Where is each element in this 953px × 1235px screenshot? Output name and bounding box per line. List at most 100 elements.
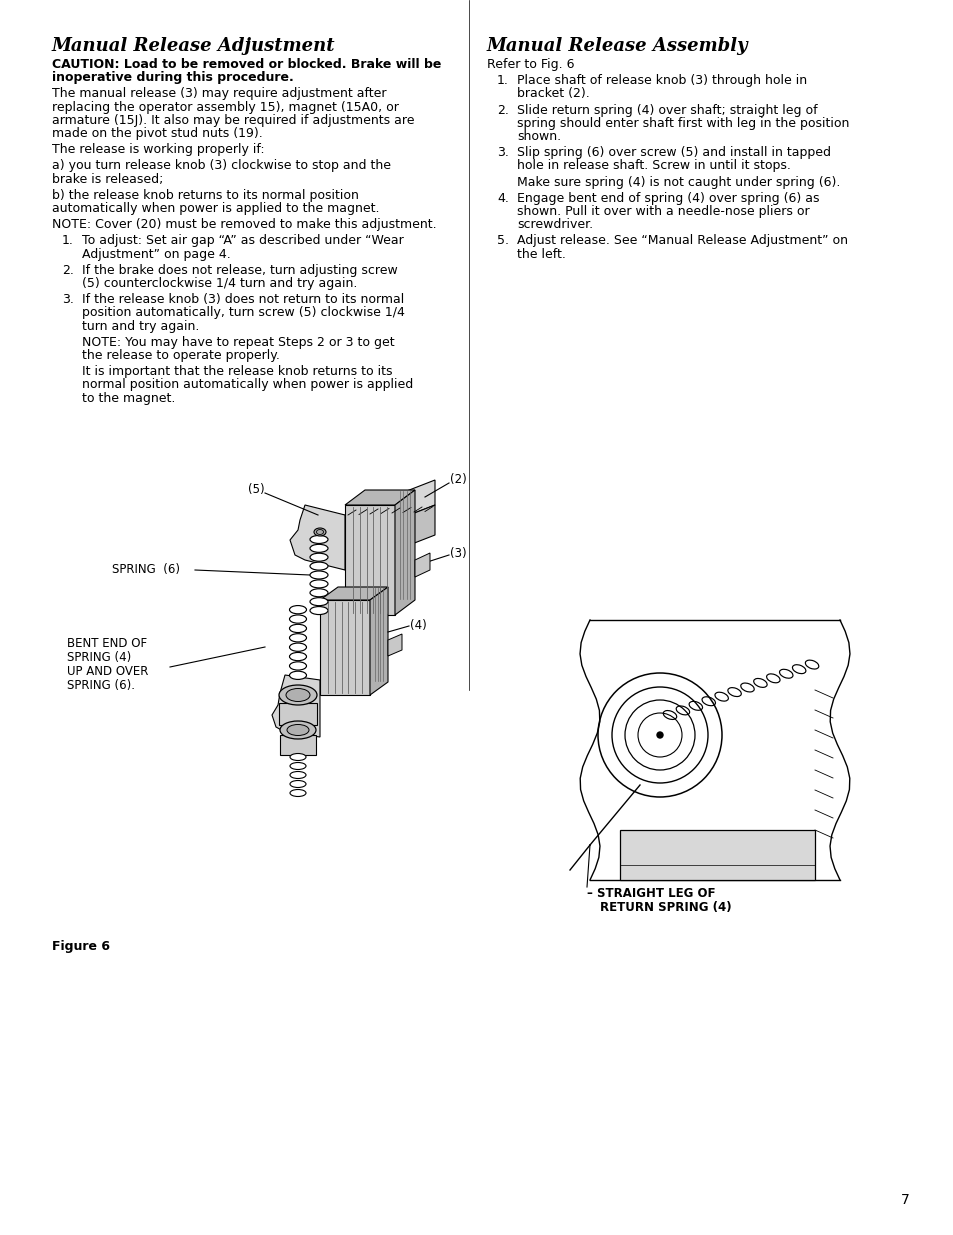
Ellipse shape [310,536,328,543]
Ellipse shape [289,615,306,624]
Ellipse shape [290,753,306,761]
Ellipse shape [688,701,701,710]
Text: Adjustment” on page 4.: Adjustment” on page 4. [82,247,231,261]
Text: inoperative during this procedure.: inoperative during this procedure. [52,72,294,84]
Ellipse shape [280,721,315,739]
Text: 2.: 2. [62,264,74,277]
Bar [599,621,829,879]
Text: Slide return spring (4) over shaft; straight leg of: Slide return spring (4) over shaft; stra… [517,104,817,116]
Ellipse shape [714,692,728,701]
Ellipse shape [310,571,328,579]
Ellipse shape [804,661,818,669]
Text: 3.: 3. [497,146,509,159]
Text: the left.: the left. [517,247,565,261]
Ellipse shape [727,688,740,697]
Text: If the brake does not release, turn adjusting screw: If the brake does not release, turn adju… [82,264,397,277]
Text: replacing the operator assembly 15), magnet (15A0, or: replacing the operator assembly 15), mag… [52,100,398,114]
Ellipse shape [779,669,792,678]
Circle shape [657,732,662,739]
Text: normal position automatically when power is applied: normal position automatically when power… [82,378,413,391]
Text: Refer to Fig. 6: Refer to Fig. 6 [486,58,574,70]
Text: Manual Release Assembly: Manual Release Assembly [486,37,748,56]
Ellipse shape [289,652,306,661]
Polygon shape [290,505,345,571]
Text: To adjust: Set air gap “A” as described under “Wear: To adjust: Set air gap “A” as described … [82,235,403,247]
Polygon shape [345,490,415,505]
Ellipse shape [676,706,689,715]
Text: 5.: 5. [497,235,509,247]
Polygon shape [345,480,435,540]
Text: Adjust release. See “Manual Release Adjustment” on: Adjust release. See “Manual Release Adju… [517,235,847,247]
FancyBboxPatch shape [280,735,315,755]
Text: Engage bent end of spring (4) over spring (6) as: Engage bent end of spring (4) over sprin… [517,191,819,205]
Text: a) you turn release knob (3) clockwise to stop and the: a) you turn release knob (3) clockwise t… [52,159,391,173]
Text: Slip spring (6) over screw (5) and install in tapped: Slip spring (6) over screw (5) and insta… [517,146,830,159]
Text: screwdriver.: screwdriver. [517,219,593,231]
Text: (5): (5) [248,483,264,496]
Text: the release to operate properly.: the release to operate properly. [82,350,279,362]
Text: The release is working properly if:: The release is working properly if: [52,143,264,156]
Text: NOTE: You may have to repeat Steps 2 or 3 to get: NOTE: You may have to repeat Steps 2 or … [82,336,395,348]
Text: The manual release (3) may require adjustment after: The manual release (3) may require adjus… [52,88,386,100]
Text: turn and try again.: turn and try again. [82,320,199,332]
Ellipse shape [662,710,676,720]
Text: automatically when power is applied to the magnet.: automatically when power is applied to t… [52,203,379,215]
Ellipse shape [289,605,306,614]
Text: SPRING  (6): SPRING (6) [112,563,180,577]
Text: (4): (4) [410,619,426,631]
Ellipse shape [766,674,780,683]
FancyBboxPatch shape [278,703,316,725]
Text: Make sure spring (4) is not caught under spring (6).: Make sure spring (4) is not caught under… [517,175,840,189]
Text: brake is released;: brake is released; [52,173,163,185]
Text: UP AND OVER: UP AND OVER [67,664,149,678]
Text: armature (15J). It also may be required if adjustments are: armature (15J). It also may be required … [52,114,414,127]
Text: If the release knob (3) does not return to its normal: If the release knob (3) does not return … [82,293,404,306]
Text: spring should enter shaft first with leg in the position: spring should enter shaft first with leg… [517,117,848,130]
Text: hole in release shaft. Screw in until it stops.: hole in release shaft. Screw in until it… [517,159,790,173]
Text: 7: 7 [901,1193,909,1207]
Ellipse shape [310,580,328,588]
Ellipse shape [278,685,316,705]
Ellipse shape [286,688,310,701]
Ellipse shape [753,678,766,688]
Text: SPRING (6).: SPRING (6). [67,679,135,692]
Ellipse shape [792,664,805,673]
Text: (3): (3) [450,547,466,559]
Ellipse shape [310,545,328,552]
Polygon shape [395,490,415,615]
Ellipse shape [310,562,328,571]
Text: 1.: 1. [62,235,74,247]
Text: Manual Release Adjustment: Manual Release Adjustment [52,37,335,56]
Text: It is important that the release knob returns to its: It is important that the release knob re… [82,366,392,378]
Text: shown.: shown. [517,130,560,143]
Ellipse shape [290,762,306,769]
Text: position automatically, turn screw (5) clockwise 1/4: position automatically, turn screw (5) c… [82,306,404,320]
Ellipse shape [740,683,754,692]
Ellipse shape [310,553,328,561]
Ellipse shape [290,772,306,778]
Text: 2.: 2. [497,104,509,116]
Polygon shape [272,676,319,737]
Polygon shape [345,505,435,571]
Polygon shape [388,634,401,656]
Ellipse shape [310,589,328,597]
Polygon shape [415,553,430,577]
Polygon shape [370,587,388,695]
Text: – STRAIGHT LEG OF: – STRAIGHT LEG OF [586,887,715,900]
Ellipse shape [289,643,306,651]
Polygon shape [319,587,388,600]
Ellipse shape [310,598,328,605]
Ellipse shape [290,781,306,788]
Text: Place shaft of release knob (3) through hole in: Place shaft of release knob (3) through … [517,74,806,88]
Text: made on the pivot stud nuts (19).: made on the pivot stud nuts (19). [52,127,262,140]
Text: to the magnet.: to the magnet. [82,391,175,405]
Ellipse shape [314,529,326,536]
Text: RETURN SPRING (4): RETURN SPRING (4) [599,902,731,914]
Text: 1.: 1. [497,74,509,88]
Ellipse shape [701,697,715,705]
Ellipse shape [290,789,306,797]
Ellipse shape [289,662,306,671]
Bar [319,600,370,695]
Text: BENT END OF: BENT END OF [67,637,147,650]
Ellipse shape [289,634,306,642]
